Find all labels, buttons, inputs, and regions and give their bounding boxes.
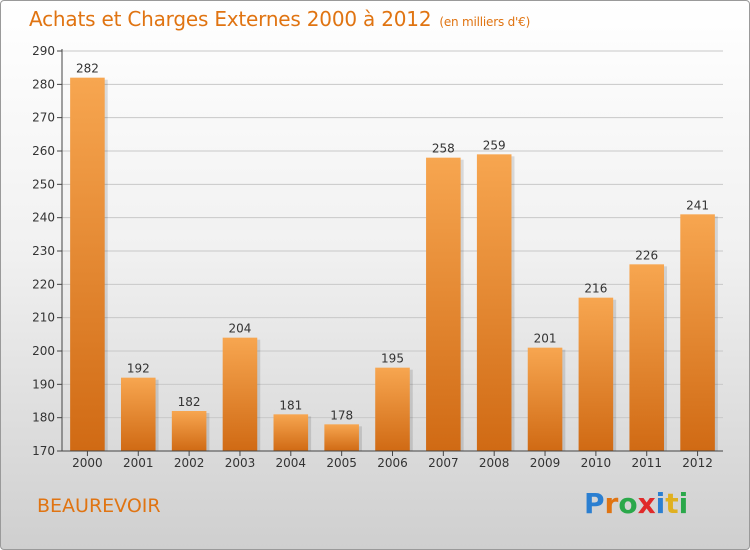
logo-letter: r xyxy=(604,487,619,520)
chart-title-text: Achats et Charges Externes 2000 à 2012 xyxy=(29,7,432,31)
x-tick-label: 2006 xyxy=(377,456,408,470)
bar-value-label: 201 xyxy=(534,332,557,346)
bar-value-label: 258 xyxy=(432,142,455,156)
bars: 282 192 182 204 181 178 195 258 259 201 216 226 241 xyxy=(70,62,718,452)
bar xyxy=(324,424,359,451)
logo-letter: i xyxy=(655,487,666,520)
x-tick-label: 2004 xyxy=(276,456,307,470)
x-tick-label: 2001 xyxy=(123,456,154,470)
axes: 170 180 190 200 210 220 230 240 250 260 270 280 290 2… xyxy=(32,44,723,470)
bar xyxy=(222,337,258,451)
bar-value-label: 241 xyxy=(686,198,709,212)
y-tick-label: 270 xyxy=(32,111,55,125)
bar-value-label: 282 xyxy=(76,62,99,76)
logo-letter: o xyxy=(618,487,638,520)
x-tick-label: 2002 xyxy=(174,456,205,470)
x-tick-label: 2012 xyxy=(682,456,713,470)
y-tick-label: 230 xyxy=(32,244,55,258)
x-tick-label: 2003 xyxy=(225,456,256,470)
logo-letter: t xyxy=(665,487,679,520)
y-tick-label: 180 xyxy=(32,411,55,425)
bar-value-label: 192 xyxy=(127,362,150,376)
chart-title: Achats et Charges Externes 2000 à 2012 (e… xyxy=(29,7,530,31)
x-tick-label: 2009 xyxy=(530,456,561,470)
logo-letter: P xyxy=(584,487,605,520)
x-tick-label: 2005 xyxy=(326,456,357,470)
y-tick-label: 210 xyxy=(32,311,55,325)
y-tick-label: 170 xyxy=(32,444,55,458)
bar-value-label: 182 xyxy=(178,395,201,409)
y-tick-label: 290 xyxy=(32,44,55,58)
bar-value-label: 195 xyxy=(381,352,404,366)
bar-value-label: 204 xyxy=(229,322,252,336)
bar xyxy=(120,377,156,451)
bar xyxy=(680,214,715,451)
bar xyxy=(578,297,614,451)
bar xyxy=(476,154,512,452)
chart-subtitle: (en milliers d'€) xyxy=(439,15,531,29)
bar xyxy=(629,264,665,451)
bar xyxy=(375,367,410,451)
x-tick-label: 2008 xyxy=(479,456,510,470)
logo-letter: x xyxy=(637,487,656,520)
bar-value-label: 259 xyxy=(483,138,506,152)
bar xyxy=(171,411,207,451)
bar-value-label: 226 xyxy=(635,248,658,262)
bar xyxy=(70,77,105,452)
bar-value-label: 216 xyxy=(584,282,607,296)
x-tick-label: 2010 xyxy=(581,456,612,470)
y-tick-label: 220 xyxy=(32,277,55,291)
location-label: BEAUREVOIR xyxy=(37,495,161,517)
y-tick-label: 250 xyxy=(32,177,55,191)
x-tick-label: 2000 xyxy=(72,456,103,470)
y-tick-label: 280 xyxy=(32,77,55,91)
y-tick-label: 240 xyxy=(32,211,55,225)
bar xyxy=(273,414,309,451)
bar-value-label: 178 xyxy=(330,408,353,422)
bar xyxy=(527,347,563,451)
y-tick-label: 260 xyxy=(32,144,55,158)
logo-letter: i xyxy=(678,487,689,520)
x-tick-label: 2007 xyxy=(428,456,459,470)
y-tick-label: 200 xyxy=(32,344,55,358)
x-tick-label: 2011 xyxy=(631,456,662,470)
y-tick-label: 190 xyxy=(32,377,55,391)
proxiti-logo: Proxiti xyxy=(584,487,688,520)
bar xyxy=(426,157,461,451)
bar-value-label: 181 xyxy=(279,398,302,412)
